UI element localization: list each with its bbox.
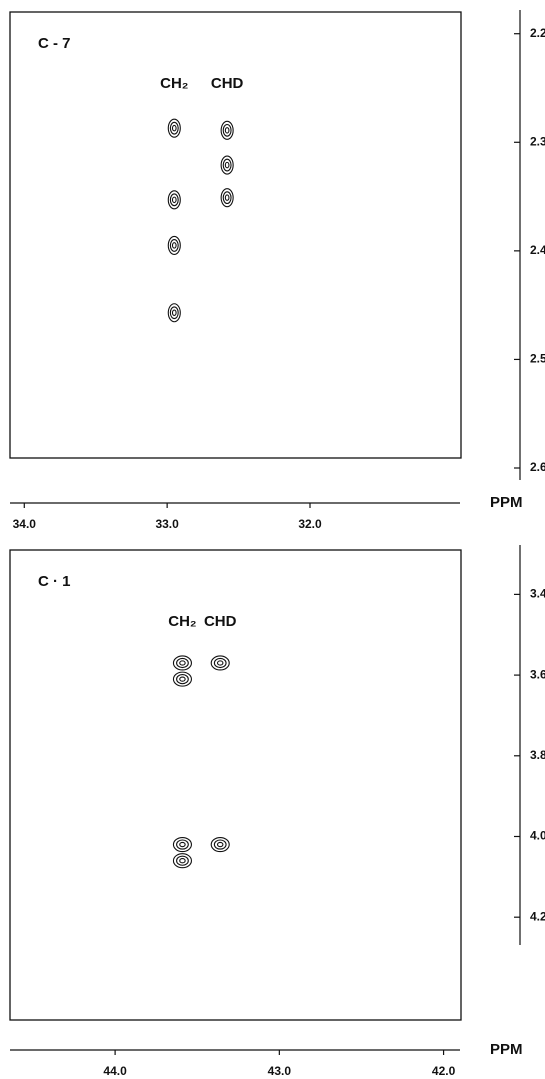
contour-ring bbox=[172, 655, 192, 671]
column-label: CH₂ bbox=[160, 75, 188, 92]
contour-ring bbox=[213, 657, 227, 669]
plot-frame bbox=[9, 11, 462, 459]
contour-ring bbox=[176, 839, 189, 850]
contour-peak bbox=[172, 853, 192, 869]
contour-peak bbox=[167, 118, 181, 138]
x-tick-label: 32.0 bbox=[298, 517, 322, 531]
contour-ring bbox=[171, 242, 177, 249]
contour-ring bbox=[169, 121, 179, 135]
x-tick-label: 34.0 bbox=[13, 517, 37, 531]
contour-ring bbox=[176, 674, 189, 685]
contour-ring bbox=[167, 303, 181, 323]
contour-peak bbox=[172, 655, 192, 671]
contour-ring bbox=[176, 657, 189, 669]
contour-ring bbox=[169, 193, 179, 207]
contour-peak bbox=[210, 655, 230, 671]
contour-ring bbox=[169, 306, 179, 320]
contour-ring bbox=[171, 196, 177, 204]
y-tick-label: 2.5 bbox=[530, 352, 545, 366]
column-label: CH₂ bbox=[168, 613, 196, 630]
x-tick-label: 33.0 bbox=[155, 517, 179, 531]
contour-ring bbox=[167, 235, 181, 255]
y-tick-label: 3.4 bbox=[530, 587, 545, 601]
y-tick-label: 2.3 bbox=[530, 134, 545, 148]
contour-peak bbox=[167, 303, 181, 323]
contour-peak bbox=[167, 235, 181, 255]
contour-ring bbox=[224, 194, 230, 201]
contour-ring bbox=[179, 858, 186, 864]
contour-ring bbox=[213, 839, 227, 850]
contour-ring bbox=[167, 190, 181, 210]
contour-ring bbox=[167, 118, 181, 138]
contour-ring bbox=[176, 855, 189, 866]
x-axis-label: PPM bbox=[490, 1041, 523, 1058]
y-tick-label: 3.6 bbox=[530, 667, 545, 681]
contour-peak bbox=[220, 155, 234, 175]
contour-ring bbox=[220, 188, 234, 208]
contour-ring bbox=[220, 155, 234, 175]
panel-title: C · 1 bbox=[38, 573, 71, 590]
contour-peak bbox=[220, 188, 234, 208]
contour-ring bbox=[222, 158, 232, 172]
contour-ring bbox=[171, 124, 177, 132]
x-tick-label: 43.0 bbox=[268, 1064, 292, 1078]
contour-ring bbox=[169, 239, 179, 252]
contour-ring bbox=[172, 837, 192, 853]
y-tick-label: 4.2 bbox=[530, 909, 545, 923]
panel-title: C - 7 bbox=[38, 35, 71, 52]
contour-ring bbox=[179, 676, 186, 682]
contour-ring bbox=[172, 853, 192, 869]
contour-peak bbox=[167, 190, 181, 210]
y-tick-label: 3.8 bbox=[530, 748, 545, 762]
contour-ring bbox=[210, 655, 230, 671]
contour-ring bbox=[222, 123, 232, 137]
y-tick-label: 2.6 bbox=[530, 460, 545, 474]
contour-ring bbox=[220, 120, 234, 140]
y-tick-label: 2.4 bbox=[530, 243, 545, 257]
contour-peak bbox=[220, 120, 234, 140]
contour-peak bbox=[210, 837, 230, 853]
y-tick-label: 2.2 bbox=[530, 26, 545, 40]
y-tick-label: 4.0 bbox=[530, 829, 545, 843]
contour-ring bbox=[224, 127, 230, 134]
contour-ring bbox=[171, 309, 177, 316]
x-axis-label: PPM bbox=[490, 494, 523, 511]
contour-ring bbox=[216, 841, 224, 848]
contour-ring bbox=[224, 161, 230, 169]
contour-ring bbox=[210, 837, 230, 853]
contour-peak bbox=[172, 671, 192, 687]
column-label: CHD bbox=[204, 613, 237, 630]
x-tick-label: 42.0 bbox=[432, 1064, 456, 1078]
plot-frame bbox=[9, 549, 462, 1021]
column-label: CHD bbox=[211, 75, 244, 92]
contour-ring bbox=[216, 660, 224, 666]
x-tick-label: 44.0 bbox=[103, 1064, 127, 1078]
contour-ring bbox=[179, 841, 186, 848]
contour-ring bbox=[179, 660, 186, 666]
contour-peak bbox=[172, 837, 192, 853]
contour-ring bbox=[172, 671, 192, 687]
contour-ring bbox=[222, 191, 232, 205]
